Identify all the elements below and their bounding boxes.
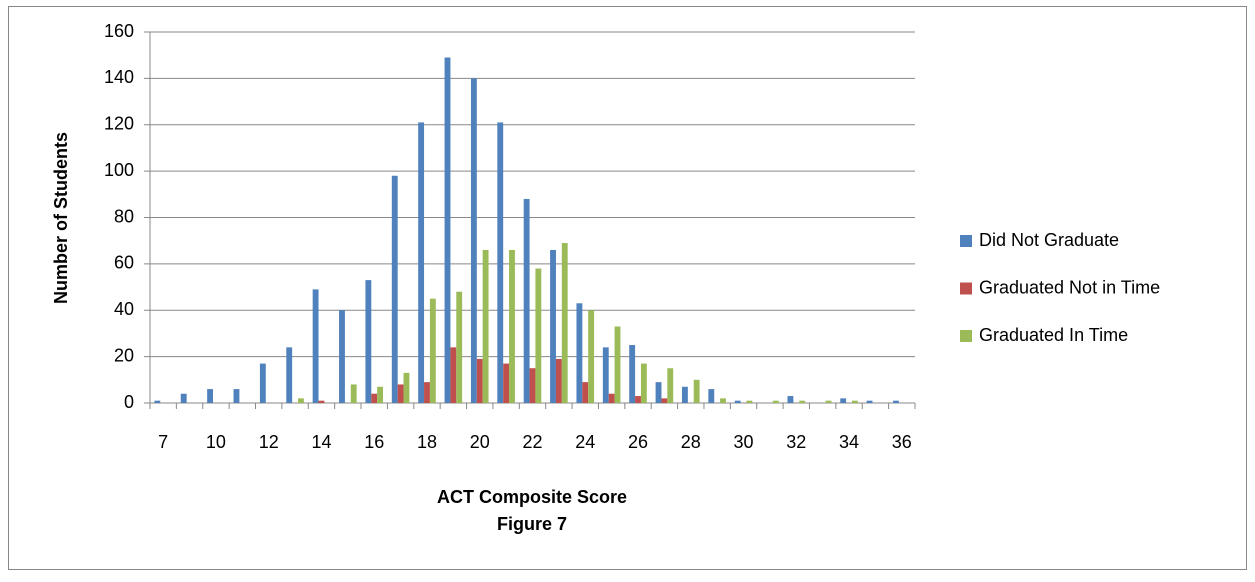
bar — [365, 280, 372, 403]
bar — [350, 384, 357, 403]
bar — [550, 249, 556, 403]
bar — [377, 386, 384, 403]
bar — [529, 368, 536, 403]
bar — [734, 400, 741, 403]
bar — [614, 326, 621, 403]
bar — [640, 363, 647, 403]
bar — [787, 396, 794, 403]
x-tick-label: 14 — [311, 432, 331, 452]
bar — [424, 382, 430, 403]
bar — [576, 303, 583, 403]
x-tick-label: 34 — [839, 432, 859, 452]
bar — [509, 249, 515, 403]
x-tick-label: 28 — [681, 432, 701, 452]
x-tick-label: 18 — [417, 432, 437, 452]
bar — [312, 289, 319, 403]
bar — [503, 363, 510, 403]
y-tick-label: 20 — [114, 345, 134, 365]
legend-swatch — [960, 235, 972, 247]
y-tick-label: 160 — [104, 21, 134, 41]
bar — [286, 347, 293, 403]
y-tick-label: 80 — [114, 206, 134, 226]
y-tick-label: 120 — [104, 114, 134, 134]
bar — [561, 243, 568, 403]
legend-label: Graduated In Time — [979, 325, 1128, 345]
bar — [629, 345, 636, 403]
bar — [371, 393, 378, 403]
x-axis-title: ACT Composite Score — [437, 487, 627, 507]
bar — [588, 310, 595, 403]
caption: Figure 7 — [497, 514, 567, 534]
legend-label: Graduated Not in Time — [979, 277, 1160, 297]
bar — [450, 347, 457, 403]
legend-label: Did Not Graduate — [979, 230, 1119, 250]
bar — [207, 389, 214, 403]
bar — [840, 398, 847, 403]
y-tick-label: 100 — [104, 160, 134, 180]
bar — [602, 347, 609, 403]
bar — [154, 400, 161, 403]
bar — [667, 368, 674, 403]
bar — [635, 396, 641, 403]
x-tick-label: 24 — [575, 432, 595, 452]
bar — [429, 298, 436, 403]
bar — [825, 400, 832, 403]
y-tick-label: 140 — [104, 67, 134, 87]
bar — [403, 372, 410, 403]
legend-swatch — [960, 282, 972, 295]
x-tick-label: 7 — [158, 432, 168, 452]
bar — [746, 400, 753, 403]
x-tick-label: 30 — [734, 432, 754, 452]
bar — [298, 398, 304, 403]
y-tick-label: 40 — [114, 299, 134, 319]
x-tick-label: 12 — [259, 432, 279, 452]
bar — [391, 175, 398, 403]
bar — [418, 122, 425, 404]
bar — [523, 198, 530, 403]
bar — [233, 389, 240, 403]
bar — [444, 57, 451, 403]
x-tick-label: 36 — [892, 432, 912, 452]
bar — [661, 398, 668, 403]
chart-border — [8, 6, 1247, 570]
bar — [318, 400, 325, 403]
bar — [456, 291, 463, 403]
y-axis-title: Number of Students — [51, 132, 71, 304]
bar — [482, 249, 489, 403]
bar — [339, 310, 345, 403]
bar — [720, 398, 726, 403]
bar — [708, 389, 715, 403]
y-tick-label: 60 — [114, 253, 134, 273]
bar — [555, 358, 562, 403]
bar — [397, 384, 404, 403]
bar — [772, 400, 779, 403]
x-tick-label: 20 — [470, 432, 490, 452]
bar — [497, 122, 504, 404]
bar — [535, 268, 542, 403]
bar — [866, 400, 873, 403]
bar — [470, 78, 477, 403]
bar — [799, 400, 806, 403]
x-tick-label: 22 — [522, 432, 542, 452]
bar — [655, 382, 662, 403]
y-tick-label: 0 — [124, 392, 134, 412]
x-tick-label: 26 — [628, 432, 648, 452]
x-tick-label: 32 — [786, 432, 806, 452]
bar — [893, 400, 899, 403]
bar — [582, 382, 589, 403]
legend-swatch — [960, 330, 972, 342]
bar — [259, 363, 266, 403]
bar — [693, 379, 700, 403]
bar — [851, 400, 858, 403]
bar — [180, 393, 187, 403]
bar — [476, 358, 483, 403]
x-tick-label: 10 — [206, 432, 226, 452]
bar — [608, 393, 615, 403]
bar — [681, 386, 688, 403]
x-tick-label: 16 — [364, 432, 384, 452]
